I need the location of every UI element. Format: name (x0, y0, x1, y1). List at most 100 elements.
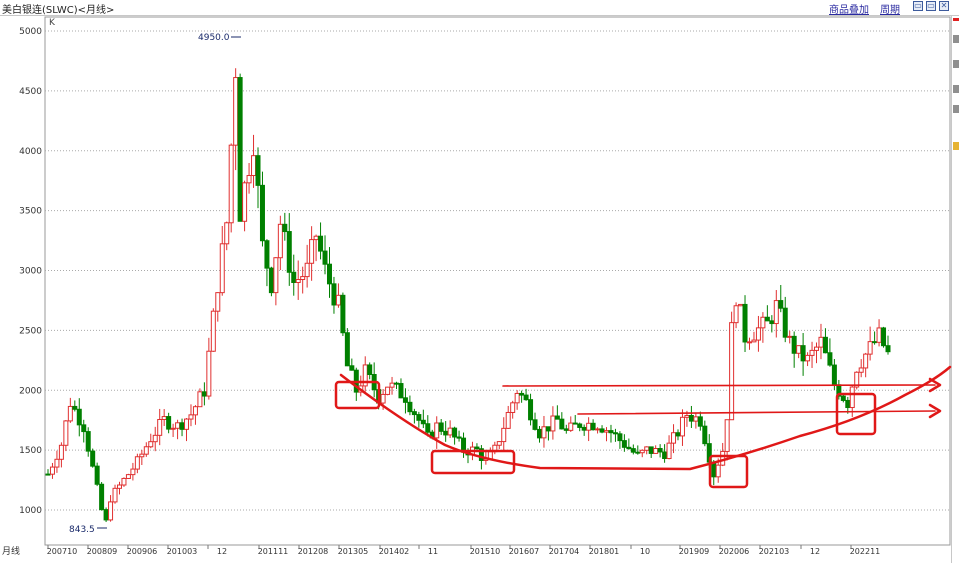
overlay-commodity-menu[interactable]: 商品叠加 (829, 5, 869, 16)
close-icon[interactable]: ✕ (939, 1, 949, 11)
candle-down (872, 341, 878, 344)
candle-down (563, 428, 569, 431)
candle-down (778, 300, 784, 309)
candle-down (416, 414, 422, 421)
candle-down (286, 231, 292, 273)
candle-down (166, 416, 172, 430)
candle-up (679, 416, 685, 437)
candle-up (568, 422, 574, 431)
restore-icon[interactable]: ▭ (913, 1, 923, 11)
candle-up (604, 430, 610, 433)
candle-up (63, 420, 69, 446)
candle-down (402, 397, 408, 403)
candle-down (577, 423, 583, 428)
candle-up (693, 416, 699, 422)
candle-down (179, 422, 185, 430)
candle-up (134, 456, 140, 470)
y-tick-label: 3500 (19, 207, 42, 217)
candle-down (99, 483, 105, 511)
x-tick-label: 201402 (379, 547, 410, 556)
candle-down (559, 418, 565, 430)
candle-down (885, 345, 891, 353)
right-panel-glyph (953, 142, 959, 150)
candle-up (192, 406, 198, 416)
candle-up (112, 487, 118, 503)
candle-up (49, 466, 55, 475)
candle-up (197, 391, 203, 408)
candle-down (90, 450, 96, 467)
candle-up (108, 501, 114, 521)
x-tick-label: 10 (640, 547, 650, 556)
candle-down (411, 411, 417, 416)
x-tick-label: 201510 (470, 547, 501, 556)
candle-up (380, 393, 386, 404)
x-tick-label: 12 (810, 547, 820, 556)
arrowhead (928, 403, 942, 419)
highlight-box (334, 380, 381, 410)
candle-up (867, 341, 873, 355)
candle-down (599, 428, 605, 433)
candle-up (858, 367, 864, 373)
x-tick-label: 200906 (127, 547, 158, 556)
candle-down (657, 448, 663, 453)
candle-down (572, 422, 578, 425)
candle-up (277, 223, 283, 259)
candle-down (318, 235, 324, 252)
highlight-box (708, 454, 749, 489)
candle-up (170, 427, 176, 430)
y-tick-label: 4000 (19, 147, 42, 157)
annotations: 4950.0 843.5 (69, 33, 241, 535)
candle-up (116, 484, 122, 489)
candle-up (206, 350, 212, 397)
candle-up (746, 341, 752, 344)
candle-down (688, 414, 694, 422)
candle-down (581, 426, 587, 431)
candle-up (125, 474, 131, 479)
candle-up (671, 432, 677, 444)
candle-up (152, 434, 158, 443)
candle-down (528, 399, 534, 421)
chart-title: 美白银连(SLWC)<月线> (2, 5, 115, 16)
candle-up (389, 382, 395, 388)
candle-up (715, 464, 721, 478)
candle-down (425, 423, 431, 433)
min-price-label: 843.5 (69, 525, 95, 535)
candle-down (742, 303, 748, 343)
candle-down (621, 440, 627, 448)
candle-down (554, 415, 560, 420)
highlight-box (835, 392, 877, 436)
candle-up (738, 303, 744, 307)
candle-down (626, 446, 632, 450)
candle-down (702, 425, 708, 445)
candle-up (58, 444, 64, 460)
candle-up (188, 414, 194, 420)
candle-up (760, 316, 766, 329)
candle-down (76, 408, 82, 426)
candle-down (608, 430, 614, 434)
period-menu[interactable]: 周期 (880, 5, 900, 16)
candles (45, 68, 891, 523)
x-tick-label: 201607 (509, 547, 540, 556)
candle-up (541, 426, 547, 439)
resistance-line (502, 384, 936, 387)
candle-up (720, 450, 726, 466)
candle-up (175, 422, 181, 429)
candle-down (662, 451, 668, 460)
candle-down (438, 422, 444, 432)
x-tick-label: 202006 (719, 547, 750, 556)
candle-down (407, 401, 413, 413)
candle-down (590, 422, 596, 431)
x-tick-label: 11 (428, 547, 438, 556)
grid-lines (44, 16, 951, 546)
candle-up (586, 422, 592, 431)
x-tick-label: 201704 (549, 547, 580, 556)
candle-up (242, 182, 248, 222)
candle-down (443, 430, 449, 436)
candle-down (822, 336, 828, 354)
tile-icon[interactable]: ▭ (926, 1, 936, 11)
y-tick-label: 4500 (19, 87, 42, 97)
candle-down (237, 77, 243, 222)
candle-up (385, 386, 391, 395)
y-unit-label: K (49, 18, 56, 28)
candle-up (514, 392, 520, 404)
